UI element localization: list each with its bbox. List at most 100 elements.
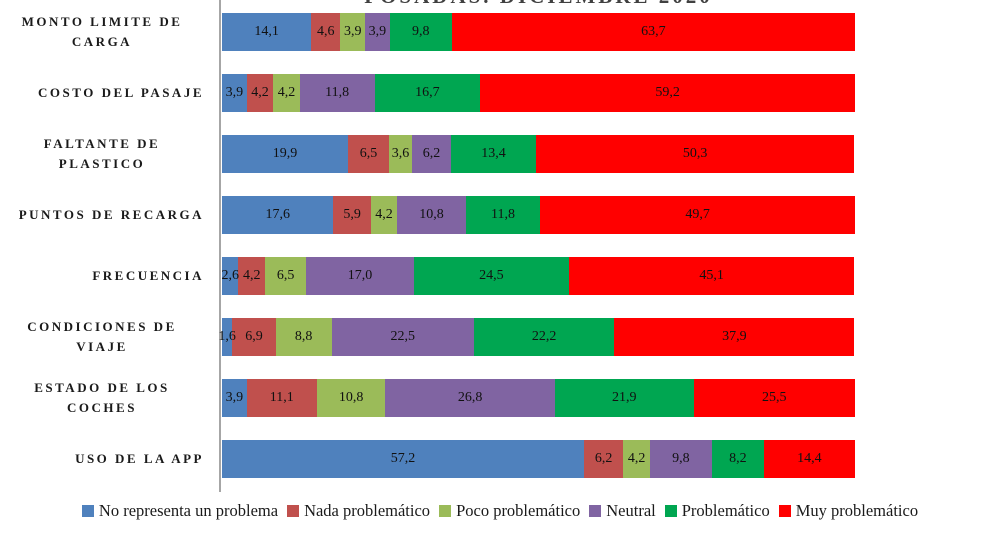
value-label: 6,5 [276, 268, 295, 283]
bar-segment: 6,5 [265, 257, 307, 295]
bar-segment: 57,2 [222, 440, 585, 478]
value-label: 8,2 [729, 451, 747, 466]
category-label-text: ESTADO DE LOS COCHES [34, 379, 170, 415]
value-label: 17,6 [265, 207, 290, 222]
bar-segment: 6,5 [347, 135, 390, 173]
category-label-text: PUNTOS DE RECARGA [18, 206, 204, 222]
bar-segment: 8,8 [275, 318, 332, 356]
legend-marker-icon [81, 505, 94, 517]
legend-label: Poco problemático [456, 501, 581, 520]
value-label: 63,7 [641, 24, 666, 39]
legend-item: Muy problemático [778, 501, 919, 521]
value-label: 50,3 [682, 146, 708, 161]
value-label: 59,2 [655, 85, 680, 100]
value-label: 49,7 [685, 207, 710, 222]
bar-segment: 3,9 [365, 13, 390, 51]
bar-segment: 10,8 [397, 196, 466, 234]
bar-segment: 4,6 [311, 13, 341, 51]
value-label: 3,9 [368, 24, 387, 39]
bar-segment: 26,8 [385, 379, 555, 417]
legend: No representa un problema Nada problemáti… [0, 501, 1000, 521]
bar-segment: 17,0 [306, 257, 414, 295]
value-label: 13,4 [481, 146, 506, 161]
value-label: 3,6 [391, 146, 410, 161]
bar-segment: 6,9 [232, 318, 276, 356]
value-label: 1,6 [218, 329, 236, 344]
bar-segment: 3,6 [389, 135, 412, 173]
legend-item: Problemático [664, 501, 770, 521]
category-label-text: CONDICIONES DE VIAJE [27, 318, 177, 354]
bar-segment: 8,2 [711, 440, 764, 478]
bar-segment: 4,2 [273, 74, 300, 112]
bar-segment: 6,2 [411, 135, 452, 173]
value-label: 4,6 [317, 24, 335, 39]
legend-marker-icon [439, 505, 452, 517]
value-label: 6,9 [245, 329, 263, 344]
category-label: USO DE LA APP [0, 440, 212, 478]
bar-segment: 2,6 [221, 257, 239, 295]
bar-segment: 5,9 [333, 196, 371, 234]
bar-segment: 3,9 [222, 74, 247, 112]
value-label: 6,2 [594, 451, 613, 466]
value-label: 21,9 [611, 390, 637, 405]
value-label: 6,5 [359, 146, 378, 161]
bar-segment: 63,7 [451, 13, 855, 51]
value-label: 9,8 [411, 24, 430, 39]
bar-row: 3,9 4,2 4,2 11,8 16,7 59,2 [222, 74, 855, 112]
bar-segment: 22,5 [331, 318, 474, 356]
bar-row: 19,9 6,5 3,6 6,2 13,4 50,3 [222, 135, 855, 173]
category-label: ESTADO DE LOS COCHES [0, 379, 212, 417]
value-label: 3,9 [343, 24, 362, 39]
legend-item: Neutral [589, 501, 656, 521]
legend-marker-icon [664, 505, 677, 517]
value-label: 11,1 [269, 390, 294, 405]
category-axis-line [219, 0, 221, 492]
value-label: 17,0 [347, 268, 373, 283]
bar-segment: 17,6 [222, 196, 334, 234]
category-label: MONTO LIMITE DE CARGA [0, 13, 212, 51]
bar-segment: 4,2 [238, 257, 266, 295]
bar-segment: 25,5 [693, 379, 855, 417]
legend-label: Problemático [681, 501, 770, 520]
bar-segment: 11,8 [465, 196, 541, 234]
bar-segment: 9,8 [389, 13, 452, 51]
value-label: 6,2 [422, 146, 441, 161]
bar-row: 2,6 4,2 6,5 17,0 24,5 45,1 [221, 257, 855, 295]
value-label: 4,2 [375, 207, 393, 222]
bar-segment: 16,7 [374, 74, 481, 112]
value-label: 11,8 [325, 85, 350, 100]
value-label: 45,1 [699, 268, 724, 283]
bar-segment: 11,1 [246, 379, 317, 417]
category-label: FRECUENCIA [0, 257, 212, 295]
bar-segment: 24,5 [413, 257, 569, 295]
value-label: 2,6 [221, 268, 239, 283]
value-label: 24,5 [479, 268, 504, 283]
value-label: 14,4 [797, 451, 822, 466]
category-label: CONDICIONES DE VIAJE [0, 318, 212, 356]
value-label: 26,8 [457, 390, 483, 405]
category-label-text: COSTO DEL PASAJE [38, 84, 204, 100]
bar-segment: 37,9 [614, 318, 855, 356]
legend-item: Nada problemático [287, 501, 430, 521]
legend-label: Muy problemático [795, 501, 919, 520]
value-label: 3,9 [225, 85, 244, 100]
bar-segment: 49,7 [540, 196, 855, 234]
bar-segment: 1,6 [218, 318, 236, 356]
bar-row: 57,2 6,2 4,2 9,8 8,2 14,4 [222, 440, 855, 478]
bar-segment: 9,8 [649, 440, 712, 478]
legend-item: Poco problemático [439, 501, 580, 521]
category-label: FALTANTE DE PLASTICO [0, 135, 212, 173]
bar-segment: 10,8 [316, 379, 386, 417]
chart-title: POSADAS. DICIEMBRE 2020 [222, 0, 855, 9]
category-label-text: FRECUENCIA [92, 267, 204, 283]
value-label: 4,2 [251, 85, 269, 100]
bar-segment: 13,4 [451, 135, 536, 173]
legend-label: Neutral [606, 501, 656, 520]
value-label: 22,5 [390, 329, 415, 344]
value-label: 22,2 [531, 329, 557, 344]
value-label: 3,9 [225, 390, 244, 405]
bar-segment: 6,2 [584, 440, 624, 478]
bar-segment: 14,4 [763, 440, 855, 478]
value-label: 9,8 [672, 451, 690, 466]
